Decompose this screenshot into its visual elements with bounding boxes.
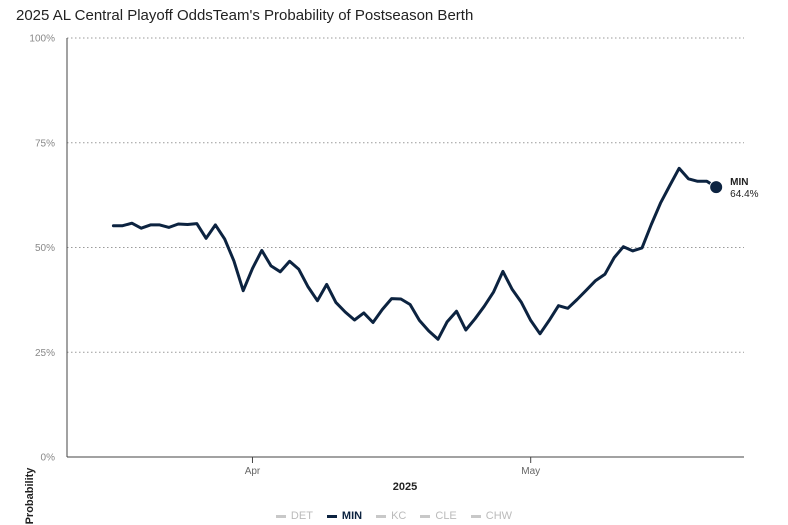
y-tick-label: 75% (35, 138, 55, 149)
legend-item-kc[interactable]: KC (376, 510, 406, 522)
legend-swatch (420, 514, 431, 518)
y-tick-label: 0% (41, 453, 56, 464)
legend-swatch (275, 514, 286, 518)
y-tick-label: 50% (35, 243, 55, 254)
x-axis-label: 2025 (392, 481, 418, 493)
x-tick-label: May (521, 466, 540, 477)
legend-swatch (326, 514, 337, 518)
legend-label: KC (391, 510, 407, 522)
x-tick-label: Apr (245, 466, 261, 477)
legend-label: DET (290, 510, 313, 522)
end-label: MIN (730, 177, 748, 188)
chart-title: 2025 AL Central Playoff OddsTeam's Proba… (16, 7, 474, 24)
legend-label: MIN (341, 510, 363, 522)
legend-item-chw[interactable]: CHW (470, 510, 513, 522)
y-tick-label: 100% (29, 34, 55, 45)
legend-item-min[interactable]: MIN (326, 510, 363, 522)
legend-item-det[interactable]: DET (275, 510, 313, 522)
end-value-label: 64.4% (730, 189, 758, 200)
legend-swatch (376, 514, 387, 518)
end-point-marker (709, 180, 724, 195)
y-tick-label: 25% (35, 348, 55, 359)
legend-item-cle[interactable]: CLE (420, 510, 457, 522)
legend: DET MIN KC CLE CHW (0, 510, 788, 522)
legend-label: CHW (485, 510, 513, 522)
legend-swatch (470, 514, 481, 518)
series-line-min (111, 166, 718, 341)
legend-label: CLE (435, 510, 457, 522)
